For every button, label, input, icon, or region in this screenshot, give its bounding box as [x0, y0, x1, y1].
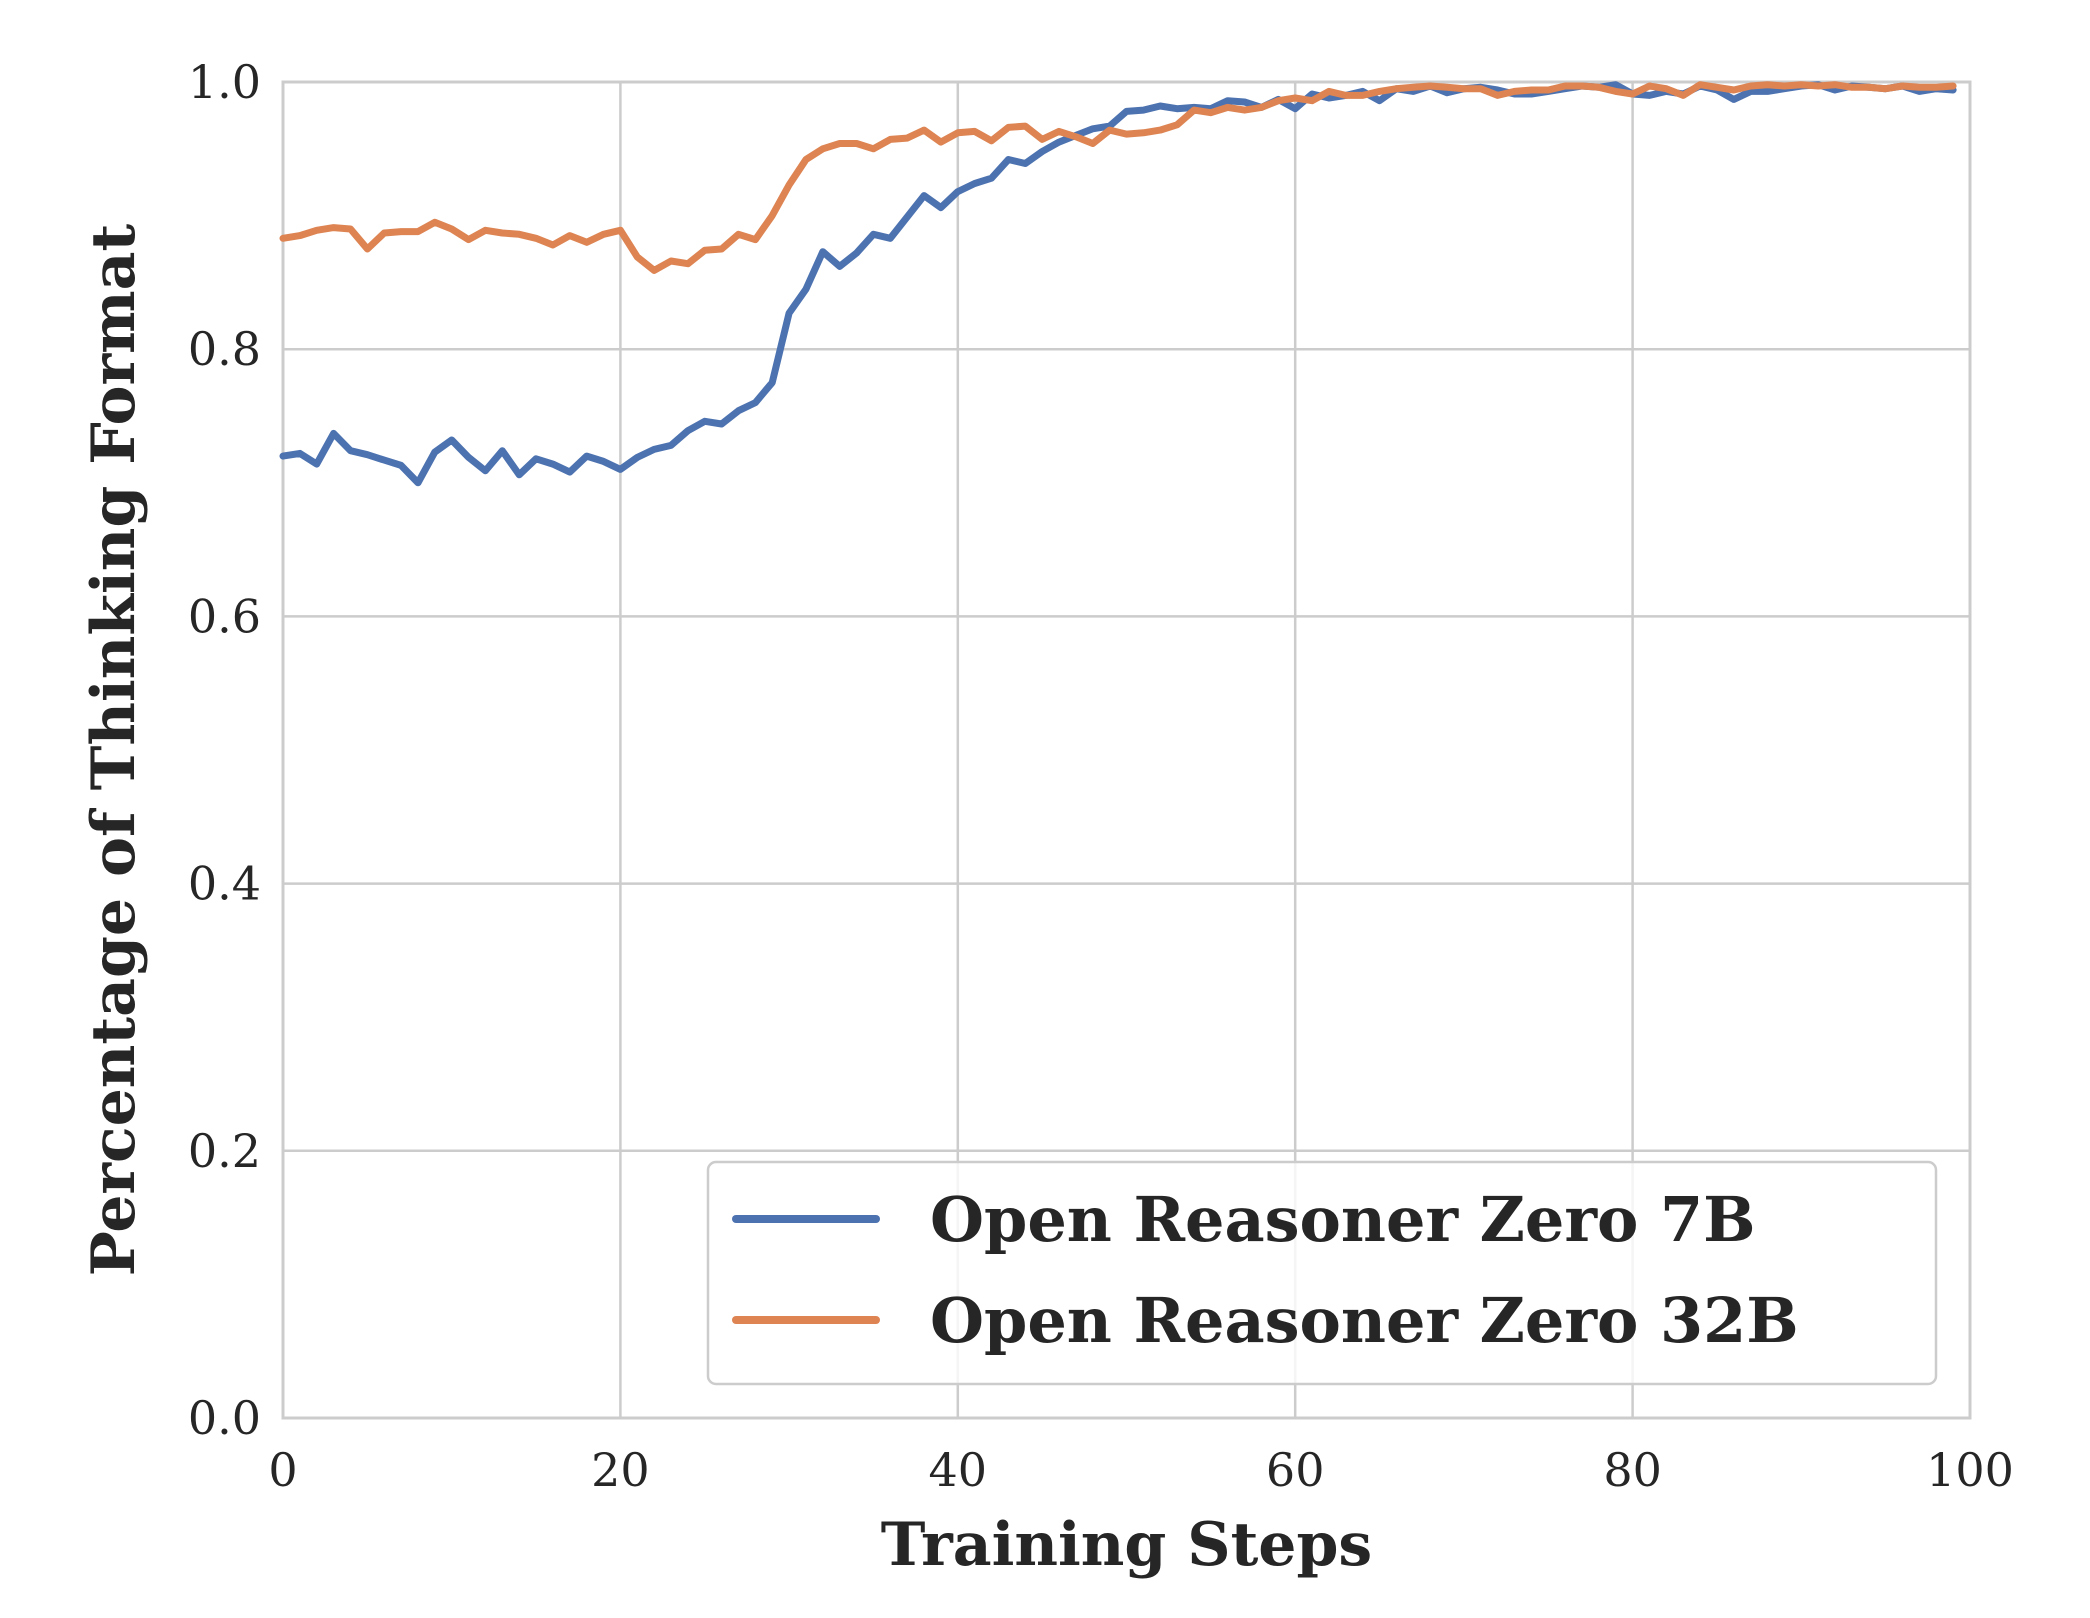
plot-frame: [281, 80, 1972, 1420]
legend-label-32b: Open Reasoner Zero 32B: [930, 1284, 1799, 1357]
x-tick-label: 40: [929, 1443, 988, 1497]
x-tick-label: 20: [591, 1443, 650, 1497]
x-tick-label: 60: [1266, 1443, 1325, 1497]
y-tick-label: 1.0: [188, 55, 261, 109]
series-line-7b: [279, 81, 1957, 487]
y-axis-label: Percentage of Thinking Format: [79, 223, 149, 1276]
legend: Open Reasoner Zero 7B Open Reasoner Zero…: [706, 1160, 1938, 1386]
x-tick-label: 0: [268, 1443, 297, 1497]
x-tick-label: 80: [1603, 1443, 1662, 1497]
y-tick-label: 0.0: [188, 1391, 261, 1445]
y-tick-label: 0.8: [188, 322, 261, 376]
series-lines: [279, 81, 1957, 487]
x-axis-label: Training Steps: [881, 1510, 1372, 1580]
y-tick-label: 0.4: [188, 857, 261, 911]
legend-label-7b: Open Reasoner Zero 7B: [930, 1183, 1756, 1256]
y-tick-labels: 0.0 0.2 0.4 0.6 0.8 1.0: [188, 55, 261, 1445]
series-line-32b: [279, 81, 1957, 274]
x-tick-labels: 0 20 40 60 80 100: [268, 1443, 2014, 1497]
y-tick-label: 0.2: [188, 1124, 261, 1178]
y-tick-label: 0.6: [188, 589, 261, 643]
x-tick-label: 100: [1926, 1443, 2014, 1497]
legend-box: [706, 1160, 1938, 1386]
